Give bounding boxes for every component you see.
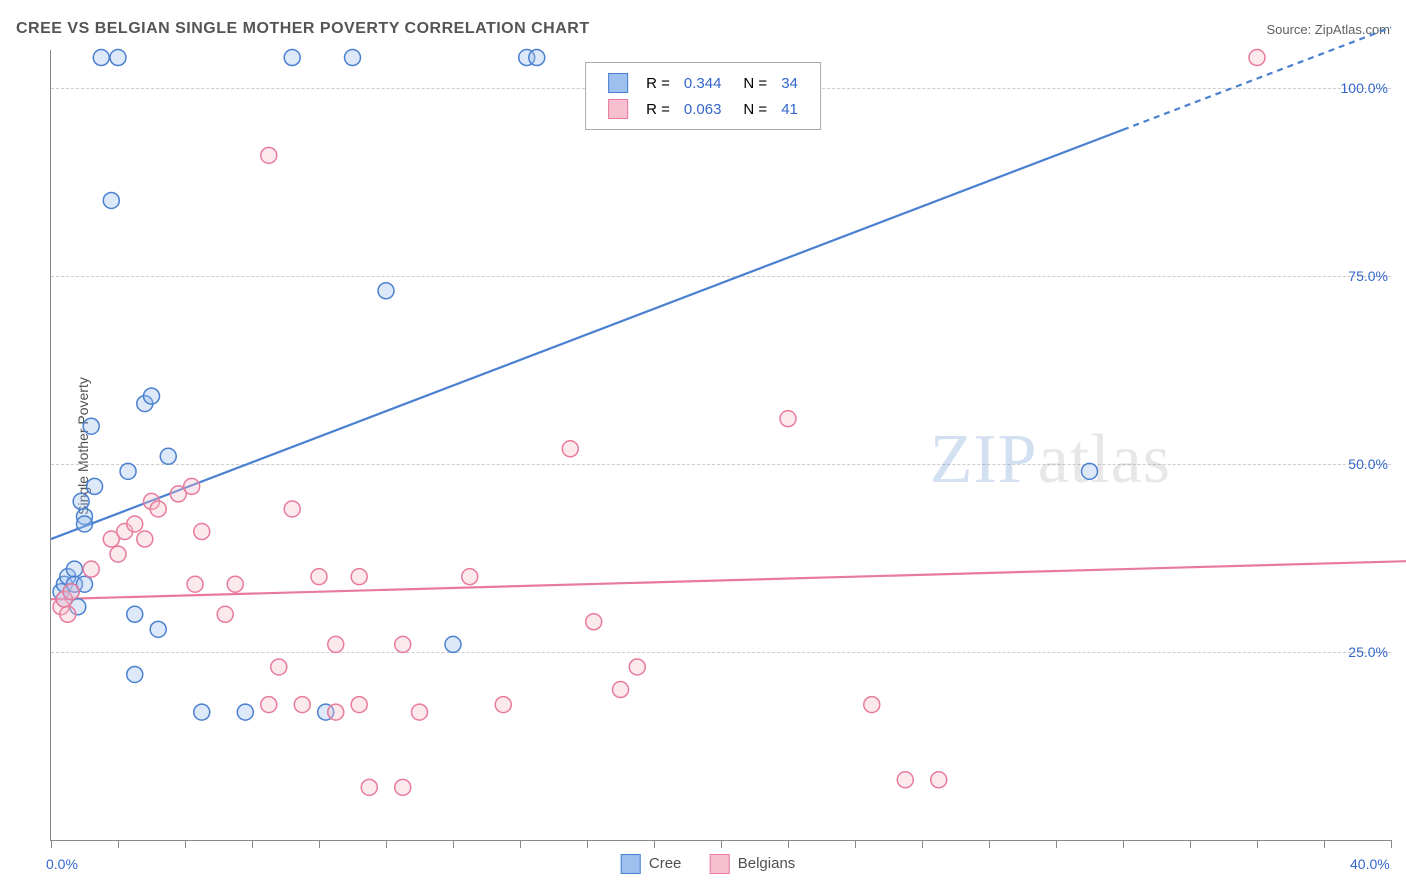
cree-swatch bbox=[608, 73, 628, 93]
plot-area: ZIPatlas bbox=[50, 50, 1391, 841]
y-tick-label-25: 25.0% bbox=[1348, 644, 1388, 660]
y-tick-label-50: 50.0% bbox=[1348, 456, 1388, 472]
cree-label: Cree bbox=[649, 855, 682, 872]
belgians-swatch bbox=[608, 99, 628, 119]
x-tick bbox=[1324, 840, 1325, 848]
x-tick bbox=[855, 840, 856, 848]
scatter-plot-svg bbox=[51, 50, 1391, 840]
x-tick bbox=[252, 840, 253, 848]
n-label: N = bbox=[729, 71, 773, 95]
x-tick bbox=[1190, 840, 1191, 848]
x-tick bbox=[520, 840, 521, 848]
x-tick bbox=[319, 840, 320, 848]
x-tick bbox=[118, 840, 119, 848]
x-tick bbox=[1056, 840, 1057, 848]
cree-swatch-bottom bbox=[621, 854, 641, 874]
legend-row-belgians: R = 0.063 N = 41 bbox=[602, 97, 804, 121]
x-tick bbox=[1257, 840, 1258, 848]
x-tick bbox=[1391, 840, 1392, 848]
x-tick bbox=[989, 840, 990, 848]
belgians-n-value: 41 bbox=[775, 97, 804, 121]
x-tick bbox=[654, 840, 655, 848]
legend-series: Cree Belgians bbox=[611, 854, 796, 874]
y-tick-label-100: 100.0% bbox=[1341, 80, 1388, 96]
cree-r-value: 0.344 bbox=[678, 71, 728, 95]
belgians-label: Belgians bbox=[738, 855, 796, 872]
r-label: R = bbox=[640, 97, 676, 121]
x-tick-label-max: 40.0% bbox=[1350, 856, 1390, 872]
y-tick-label-75: 75.0% bbox=[1348, 268, 1388, 284]
x-tick bbox=[788, 840, 789, 848]
belgians-swatch-bottom bbox=[710, 854, 730, 874]
n-label: N = bbox=[729, 97, 773, 121]
x-tick bbox=[1123, 840, 1124, 848]
legend-row-cree: R = 0.344 N = 34 bbox=[602, 71, 804, 95]
x-tick-label-min: 0.0% bbox=[46, 856, 78, 872]
belgians-r-value: 0.063 bbox=[678, 97, 728, 121]
legend-correlation: R = 0.344 N = 34 R = 0.063 N = 41 bbox=[585, 62, 821, 130]
chart-title: CREE VS BELGIAN SINGLE MOTHER POVERTY CO… bbox=[16, 20, 590, 38]
cree-n-value: 34 bbox=[775, 71, 804, 95]
x-tick bbox=[922, 840, 923, 848]
x-tick bbox=[453, 840, 454, 848]
x-tick bbox=[386, 840, 387, 848]
r-label: R = bbox=[640, 71, 676, 95]
x-tick bbox=[721, 840, 722, 848]
x-tick bbox=[51, 840, 52, 848]
x-tick bbox=[587, 840, 588, 848]
x-tick bbox=[185, 840, 186, 848]
